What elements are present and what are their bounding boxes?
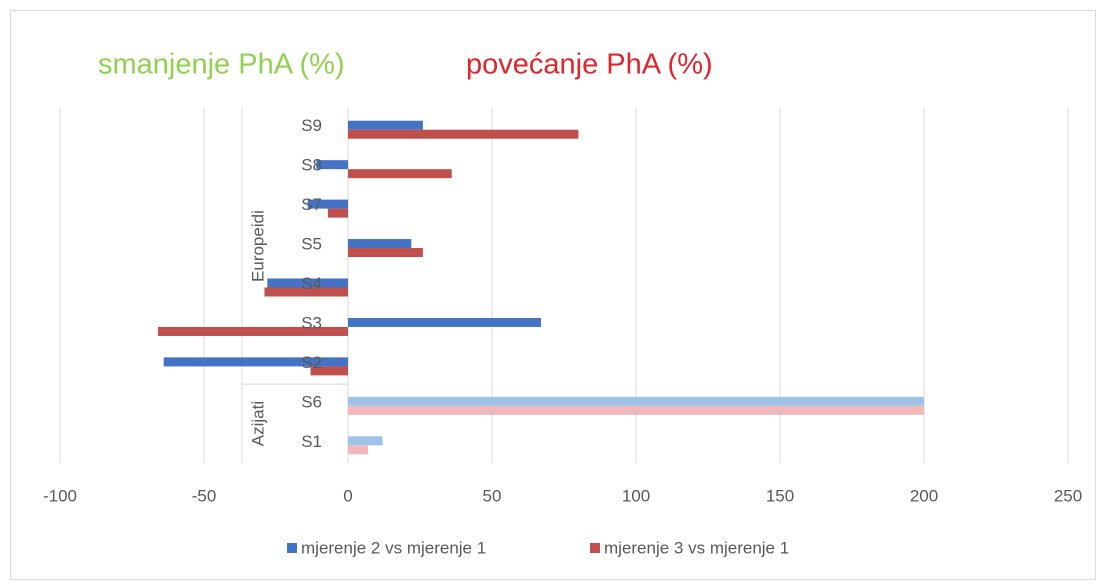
bar (348, 405, 924, 415)
group-label: Azijati (248, 401, 267, 446)
bar (348, 129, 579, 139)
bar (348, 396, 924, 406)
legend-label: mjerenje 2 vs mjerenje 1 (301, 538, 486, 557)
chart-frame (10, 10, 1096, 580)
bar (157, 326, 348, 336)
x-tick-label: -50 (192, 486, 217, 505)
bar (307, 199, 348, 209)
y-tick-label: S8 (301, 156, 322, 175)
x-tick-label: 250 (1054, 486, 1082, 505)
legend-swatch (287, 543, 297, 553)
y-tick-label: S2 (301, 353, 322, 372)
y-tick-label: S3 (301, 313, 322, 332)
legend-label: mjerenje 3 vs mjerenje 1 (604, 538, 789, 557)
legend-swatch (590, 543, 600, 553)
bar (163, 357, 348, 367)
bar (348, 239, 412, 249)
x-tick-label: -100 (43, 486, 77, 505)
bar (348, 317, 541, 327)
bar (327, 208, 348, 218)
annotation: povećanje PhA (%) (466, 49, 713, 81)
bar (310, 366, 348, 376)
bar (348, 120, 423, 130)
bar (264, 287, 348, 297)
x-tick-label: 150 (766, 486, 794, 505)
bar (348, 436, 383, 446)
y-tick-label: S5 (301, 235, 322, 254)
bar (348, 445, 369, 455)
x-tick-label: 100 (622, 486, 650, 505)
y-tick-label: S1 (301, 432, 322, 451)
group-label: Europeidi (248, 210, 267, 282)
bar (348, 248, 423, 258)
x-tick-label: 0 (343, 486, 352, 505)
y-tick-label: S7 (301, 195, 322, 214)
y-tick-label: S9 (301, 116, 322, 135)
y-tick-label: S4 (301, 274, 322, 293)
annotation: smanjenje PhA (%) (98, 49, 345, 81)
bar (348, 169, 452, 179)
x-tick-label: 50 (483, 486, 502, 505)
bar (316, 160, 348, 170)
bar (267, 278, 348, 288)
y-tick-label: S6 (301, 392, 322, 411)
x-tick-label: 200 (910, 486, 938, 505)
